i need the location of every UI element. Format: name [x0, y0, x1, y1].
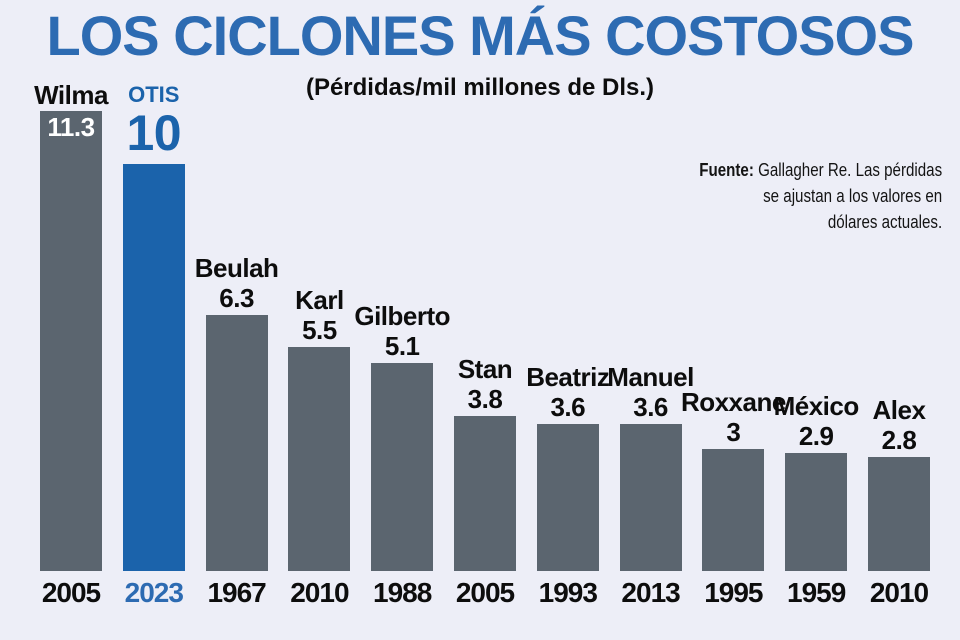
bar-value-label: 3.6 — [550, 391, 586, 422]
bar-chart: Wilma 11.3 2005 OTIS 10 2023 Beulah 6.3 1967 Karl… — [30, 78, 940, 610]
bar-value-label: 3.8 — [467, 383, 503, 414]
bar-name-label: México — [773, 390, 860, 421]
bar-name-label: Beulah — [194, 252, 279, 283]
bar-beulah — [205, 315, 268, 572]
bar-value-label: 6.3 — [219, 282, 254, 313]
bar-roxxane — [702, 449, 765, 572]
bar-column-wilma: Wilma 11.3 2005 — [30, 78, 112, 610]
bar-column-beulah: Beulah 6.3 1967 — [194, 78, 279, 610]
bar-column-alex: Alex 2.8 2010 — [858, 78, 940, 610]
bar-column-otis: OTIS 10 2023 — [113, 78, 195, 610]
bar-year-label: 1995 — [704, 577, 763, 609]
bar-year-label: 1959 — [787, 577, 846, 609]
bar-column-stan: Stan 3.8 2005 — [444, 78, 526, 610]
bar-name-label: Manuel — [607, 361, 694, 392]
bar-name-label: Wilma — [34, 80, 108, 111]
bar-stan — [453, 416, 516, 572]
bar-column-mexico: México 2.9 1959 — [773, 78, 860, 610]
bar-name-label: Beatriz — [526, 361, 610, 392]
bar-column-manuel: Manuel 3.6 2013 — [607, 78, 694, 610]
chart-subtitle: (Pérdidas/mil millones de Dls.) — [305, 74, 655, 101]
bar-gilberto — [371, 363, 434, 572]
source-label: Fuente: — [699, 160, 754, 180]
bar-name-label: Stan — [457, 353, 513, 384]
bar-year-label: 1967 — [207, 577, 266, 609]
source-line-2: se ajustan a los valores en — [762, 186, 942, 207]
bar-name-label: Gilberto — [354, 300, 451, 331]
bar-year-label: 2005 — [41, 577, 101, 609]
bar-manuel — [619, 424, 682, 572]
bar-value-label: 3 — [726, 416, 741, 447]
bar-value-label: 2.8 — [881, 424, 917, 455]
bar-mexico — [785, 453, 848, 572]
source-note: Fuente: Gallagher Re. Las pérdidas se aj… — [699, 157, 942, 235]
source-line-1: Fuente: Gallagher Re. Las pérdidas — [699, 157, 942, 183]
bar-year-label: 2023 — [124, 577, 184, 609]
bar-year-label: 2013 — [621, 577, 680, 609]
source-text-1: Gallagher Re. Las pérdidas — [757, 160, 942, 180]
bar-otis — [122, 164, 185, 572]
bar-column-roxxane: Roxxane 3 1995 — [681, 78, 786, 610]
bar-value-label: 5.5 — [302, 314, 337, 345]
bar-year-label: 1993 — [538, 577, 598, 609]
bar-name-label: Alex — [872, 394, 926, 425]
bar-value-label: 11.3 — [47, 112, 95, 143]
bar-name-label: Karl — [295, 284, 344, 315]
bar-wilma: 11.3 — [40, 111, 102, 572]
bar-karl — [288, 347, 351, 572]
source-line-3: dólares actuales. — [827, 212, 942, 233]
bar-beatriz — [536, 424, 599, 572]
bar-year-label: 2005 — [455, 577, 515, 609]
bar-year-label: 2010 — [290, 577, 349, 609]
bar-value-label: 5.1 — [384, 330, 420, 361]
bar-value-label: 3.6 — [633, 391, 668, 422]
bar-year-label: 1988 — [373, 577, 432, 609]
bar-value-label: 10 — [126, 105, 182, 162]
bar-value-label: 2.9 — [798, 420, 834, 451]
bar-name-label: Roxxane — [680, 386, 786, 417]
chart-title: LOS CICLONES MÁS COSTOSOS — [46, 4, 915, 67]
bar-year-label: 2010 — [869, 577, 929, 609]
bar-alex — [867, 457, 930, 572]
bar-column-karl: Karl 5.5 2010 — [278, 78, 360, 610]
bar-column-beatriz: Beatriz 3.6 1993 — [526, 78, 610, 610]
bar-name-label: OTIS — [128, 82, 180, 108]
bar-column-gilberto: Gilberto 5.1 1988 — [354, 78, 450, 610]
